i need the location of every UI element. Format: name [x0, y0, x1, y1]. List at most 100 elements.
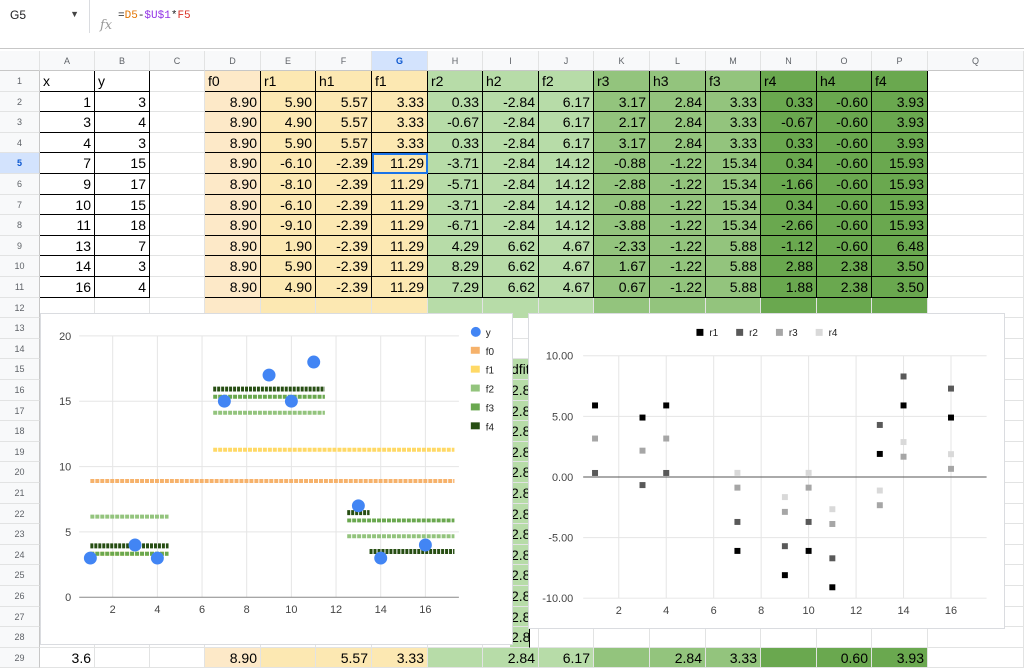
row-header-19[interactable]: 19	[0, 441, 40, 463]
row-header-29[interactable]: 29	[0, 647, 40, 668]
row-header-13[interactable]: 13	[0, 318, 40, 339]
cell[interactable]: 4.67	[539, 235, 594, 257]
cell[interactable]: 4.90	[261, 112, 316, 133]
cell[interactable]: 3.33	[372, 112, 428, 133]
cell[interactable]: 5.57	[316, 112, 372, 133]
cell[interactable]: 6.17	[539, 132, 594, 154]
cell[interactable]: -1.22	[650, 153, 706, 174]
cell[interactable]: -2.39	[316, 194, 372, 216]
col-header-O[interactable]: O	[817, 51, 872, 71]
cell[interactable]: 15.34	[706, 153, 761, 174]
cell[interactable]: -2.39	[316, 153, 372, 174]
cell[interactable]: -0.60	[817, 215, 872, 236]
cell[interactable]: 2.17	[594, 112, 650, 133]
cell[interactable]: -0.88	[594, 153, 650, 174]
cell[interactable]	[928, 153, 1024, 174]
row-header-24[interactable]: 24	[0, 544, 40, 566]
cell[interactable]	[150, 153, 205, 174]
cell[interactable]: -6.10	[261, 153, 316, 174]
cell[interactable]: 18	[95, 215, 150, 236]
cell[interactable]: 14	[40, 256, 95, 277]
col-header-G[interactable]: G	[372, 51, 428, 71]
cell[interactable]	[928, 91, 1024, 113]
cell[interactable]: 3.17	[594, 132, 650, 154]
col-header-N[interactable]: N	[761, 51, 817, 71]
cell[interactable]: 15.34	[706, 174, 761, 195]
cell[interactable]: 5.88	[706, 277, 761, 298]
cell[interactable]	[150, 256, 205, 277]
cell[interactable]	[95, 647, 150, 668]
cell[interactable]: 3.50	[872, 277, 928, 298]
col-header-P[interactable]: P	[872, 51, 928, 71]
row-header-3[interactable]: 3	[0, 112, 40, 133]
cell[interactable]: -2.84	[483, 132, 539, 154]
cell[interactable]: -6.71	[428, 215, 483, 236]
cell[interactable]	[928, 174, 1024, 195]
cell[interactable]: 8.90	[205, 91, 261, 113]
cell[interactable]: 4	[95, 112, 150, 133]
cell[interactable]	[928, 235, 1024, 257]
cell[interactable]: r2	[428, 71, 483, 92]
cell[interactable]: -9.10	[261, 215, 316, 236]
cell[interactable]: -1.22	[650, 174, 706, 195]
cell[interactable]: 2.84	[483, 647, 539, 668]
cell[interactable]: 6.17	[539, 91, 594, 113]
cell[interactable]: 8.90	[205, 277, 261, 298]
cell[interactable]	[928, 277, 1024, 298]
cell[interactable]: 4.90	[261, 277, 316, 298]
cell[interactable]: y	[95, 71, 150, 92]
cell[interactable]	[150, 277, 205, 298]
residual-chart[interactable]: 2 4 6 8 10 12 14 16 10.00 5.00 0.00 -5.00 -10.00 r1 r2…	[528, 313, 1005, 629]
cell[interactable]	[150, 174, 205, 195]
cell[interactable]: 8.90	[205, 215, 261, 236]
cell[interactable]: 8.90	[205, 174, 261, 195]
row-header-12[interactable]: 12	[0, 297, 40, 319]
cell[interactable]	[928, 112, 1024, 133]
cell[interactable]: 0.33	[428, 132, 483, 154]
cell[interactable]: 3.33	[372, 132, 428, 154]
cell[interactable]: 3	[95, 91, 150, 113]
cell[interactable]: -3.88	[594, 215, 650, 236]
cell[interactable]: 1	[40, 91, 95, 113]
cell[interactable]: 3.6	[40, 647, 95, 668]
col-header-E[interactable]: E	[261, 51, 316, 71]
col-header-M[interactable]: M	[706, 51, 761, 71]
cell[interactable]: 5.57	[316, 647, 372, 668]
cell[interactable]: 3	[95, 256, 150, 277]
cell[interactable]: -5.71	[428, 174, 483, 195]
cell[interactable]: 3.33	[372, 91, 428, 113]
cell[interactable]: 0.33	[428, 91, 483, 113]
row-header-7[interactable]: 7	[0, 194, 40, 216]
cell[interactable]: 8.90	[205, 647, 261, 668]
cell[interactable]	[150, 112, 205, 133]
row-header-17[interactable]: 17	[0, 400, 40, 422]
cell[interactable]: 5.57	[316, 132, 372, 154]
cell[interactable]	[928, 215, 1024, 236]
row-header-23[interactable]: 23	[0, 524, 40, 545]
cell[interactable]: 14.12	[539, 215, 594, 236]
cell[interactable]: 4.29	[428, 235, 483, 257]
cell[interactable]: 3.33	[706, 132, 761, 154]
cell[interactable]: -2.84	[483, 112, 539, 133]
cell[interactable]: 3.33	[706, 112, 761, 133]
cell[interactable]: 0.67	[594, 277, 650, 298]
cell[interactable]: 1.90	[261, 235, 316, 257]
cell[interactable]: 3.93	[872, 132, 928, 154]
cell[interactable]: 5.90	[261, 132, 316, 154]
cell[interactable]: h2	[483, 71, 539, 92]
cell[interactable]: 4	[95, 277, 150, 298]
row-header-15[interactable]: 15	[0, 359, 40, 380]
cell[interactable]: 3.93	[872, 112, 928, 133]
col-header-A[interactable]: A	[40, 51, 95, 71]
cell[interactable]: -1.22	[650, 277, 706, 298]
cell[interactable]: 6.17	[539, 647, 594, 668]
cell[interactable]: 13	[40, 235, 95, 257]
cell[interactable]: f0	[205, 71, 261, 92]
cell[interactable]	[261, 647, 316, 668]
cell[interactable]: 4.67	[539, 256, 594, 277]
cell[interactable]	[428, 647, 483, 668]
cell[interactable]	[761, 647, 817, 668]
cell[interactable]	[928, 71, 1024, 92]
cell[interactable]: 14.12	[539, 194, 594, 216]
cell[interactable]: 15.34	[706, 194, 761, 216]
